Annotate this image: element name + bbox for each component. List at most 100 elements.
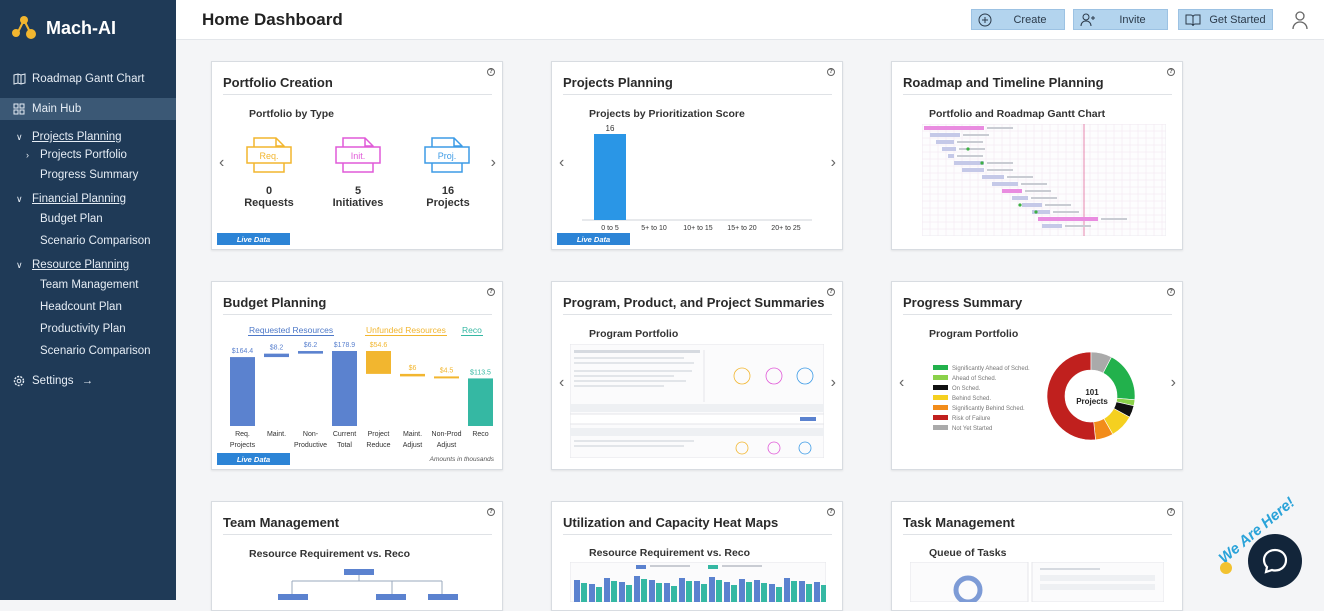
chevron-right-icon[interactable]: › [830, 154, 836, 171]
tick-label: 20+ to 25 [771, 225, 800, 232]
sidebar-item-roadmap-gantt[interactable]: Roadmap Gantt Chart [0, 68, 176, 90]
sidebar-item-team-management[interactable]: Team Management [0, 274, 176, 296]
legend-swatch [933, 385, 948, 390]
legend-reco: Reco [461, 325, 483, 336]
chat-launcher[interactable] [1248, 534, 1302, 588]
data-label: 16 [606, 124, 615, 133]
tick-label: Reco [472, 431, 488, 438]
donut-label: Projects [1076, 397, 1108, 406]
bar [468, 378, 493, 426]
sidebar-item-productivity-plan[interactable]: Productivity Plan [0, 318, 176, 340]
chevron-left-icon[interactable]: ‹ [899, 374, 905, 391]
app-logo[interactable]: Mach-AI [10, 14, 116, 42]
sidebar-nav: Roadmap Gantt Chart Main Hub ∨ Projects … [0, 68, 176, 400]
sidebar-group-label: Resource Planning [32, 259, 130, 271]
bar [366, 351, 391, 374]
help-icon[interactable]: ? [1167, 68, 1175, 76]
help-icon[interactable]: ? [1167, 508, 1175, 516]
sidebar-group-projects-planning[interactable]: ∨ Projects Planning [0, 128, 176, 146]
add-user-icon [1080, 13, 1096, 30]
card-subtitle: Program Portfolio [929, 328, 1019, 340]
roadmap-timeline-card[interactable]: Roadmap and Timeline Planning ? Portfoli… [891, 61, 1183, 250]
tick-label: Project [368, 431, 390, 438]
help-icon[interactable]: ? [827, 288, 835, 296]
utilization-heatmap-card[interactable]: Utilization and Capacity Heat Maps ? Res… [551, 501, 843, 611]
sidebar-item-main-hub[interactable]: Main Hub [0, 98, 176, 120]
help-icon[interactable]: ? [1167, 288, 1175, 296]
team-management-card[interactable]: Team Management ? Resource Requirement v… [211, 501, 503, 611]
chevron-left-icon[interactable]: ‹ [559, 154, 565, 171]
card-title: Budget Planning [223, 295, 327, 310]
budget-planning-card[interactable]: Budget Planning ? Requested Resources Un… [211, 281, 503, 470]
progress-donut-chart: Significantly Ahead of Sched. Ahead of Sc… [933, 351, 1136, 441]
task-management-card[interactable]: Task Management ? Queue of Tasks [891, 501, 1183, 611]
bar [434, 376, 459, 379]
type-tag: Proj. [438, 151, 457, 161]
stat-label: Projects [426, 197, 470, 209]
divider [903, 314, 1172, 315]
tick-label: Reduce [366, 442, 390, 449]
portfolio-creation-card[interactable]: Portfolio Creation ? Portfolio by Type ‹… [211, 61, 503, 250]
sidebar-item-label: Projects Portfolio [40, 149, 127, 161]
sidebar-item-headcount-plan[interactable]: Headcount Plan [0, 296, 176, 318]
chevron-right-icon[interactable]: › [830, 374, 836, 391]
stat-label: Initiatives [332, 197, 384, 209]
help-icon[interactable]: ? [827, 68, 835, 76]
invite-button[interactable]: Invite [1073, 9, 1168, 30]
help-icon[interactable]: ? [487, 288, 495, 296]
gear-icon [12, 374, 26, 388]
legend-swatch [933, 425, 948, 430]
sidebar-item-label: Settings [32, 375, 74, 387]
sidebar-item-label: Team Management [40, 279, 139, 291]
chevron-left-icon[interactable]: ‹ [559, 374, 565, 391]
chevron-right-icon[interactable]: › [490, 154, 496, 171]
sidebar-item-settings[interactable]: Settings → [0, 370, 176, 392]
card-title: Team Management [223, 515, 340, 530]
data-label: $4.5 [440, 367, 454, 374]
gantt-chart-thumbnail [922, 124, 1166, 236]
create-button-label: Create [1013, 13, 1047, 26]
grid-icon [12, 102, 26, 116]
help-icon[interactable]: ? [487, 508, 495, 516]
card-title: Progress Summary [903, 295, 1023, 310]
tick-label: 15+ to 20 [727, 225, 756, 232]
live-data-badge[interactable]: Live Data [217, 453, 290, 465]
type-tag: Req. [259, 151, 278, 161]
help-icon[interactable]: ? [487, 68, 495, 76]
divider [563, 314, 832, 315]
sidebar-group-resource-planning[interactable]: ∨ Resource Planning [0, 256, 176, 274]
card-subtitle: Projects by Prioritization Score [589, 108, 745, 120]
progress-summary-card[interactable]: Progress Summary ? Program Portfolio ‹ ›… [891, 281, 1183, 470]
sidebar-item-projects-portfolio[interactable]: › Projects Portfolio [0, 146, 176, 164]
card-subtitle: Queue of Tasks [929, 547, 1007, 559]
tick-label: 5+ to 10 [641, 225, 667, 232]
tick-label: Maint. [403, 431, 422, 438]
card-subtitle: Portfolio by Type [249, 108, 334, 120]
sidebar-item-resource-scenario-comparison[interactable]: Scenario Comparison [0, 340, 176, 362]
summaries-card[interactable]: Program, Product, and Project Summaries … [551, 281, 843, 470]
app-name: Mach-AI [46, 17, 117, 38]
chevron-left-icon[interactable]: ‹ [219, 154, 225, 171]
sidebar-item-budget-plan[interactable]: Budget Plan [0, 208, 176, 230]
divider [563, 94, 832, 95]
tick-label: Non-Prod [432, 431, 462, 438]
donut-slice [1046, 351, 1096, 441]
create-button[interactable]: Create [971, 9, 1065, 30]
sidebar-item-label: Scenario Comparison [40, 345, 151, 357]
projects-planning-card[interactable]: Projects Planning ? Projects by Prioriti… [551, 61, 843, 250]
chevron-down-icon: ∨ [16, 193, 23, 204]
card-subtitle: Portfolio and Roadmap Gantt Chart [929, 108, 1106, 120]
live-data-badge[interactable]: Live Data [217, 233, 290, 245]
live-data-badge[interactable]: Live Data [557, 233, 630, 245]
divider [903, 94, 1172, 95]
get-started-button[interactable]: Get Started [1178, 9, 1273, 30]
sidebar-group-financial-planning[interactable]: ∨ Financial Planning [0, 190, 176, 208]
card-subtitle: Resource Requirement vs. Reco [589, 547, 751, 559]
chevron-right-icon[interactable]: › [1170, 374, 1176, 391]
sidebar-item-progress-summary[interactable]: Progress Summary [0, 164, 176, 186]
help-icon[interactable]: ? [827, 508, 835, 516]
user-profile-icon[interactable] [1290, 10, 1310, 35]
stat-label: Requests [244, 197, 294, 209]
tick-label: 0 to 5 [601, 225, 619, 232]
sidebar-item-scenario-comparison[interactable]: Scenario Comparison [0, 230, 176, 252]
